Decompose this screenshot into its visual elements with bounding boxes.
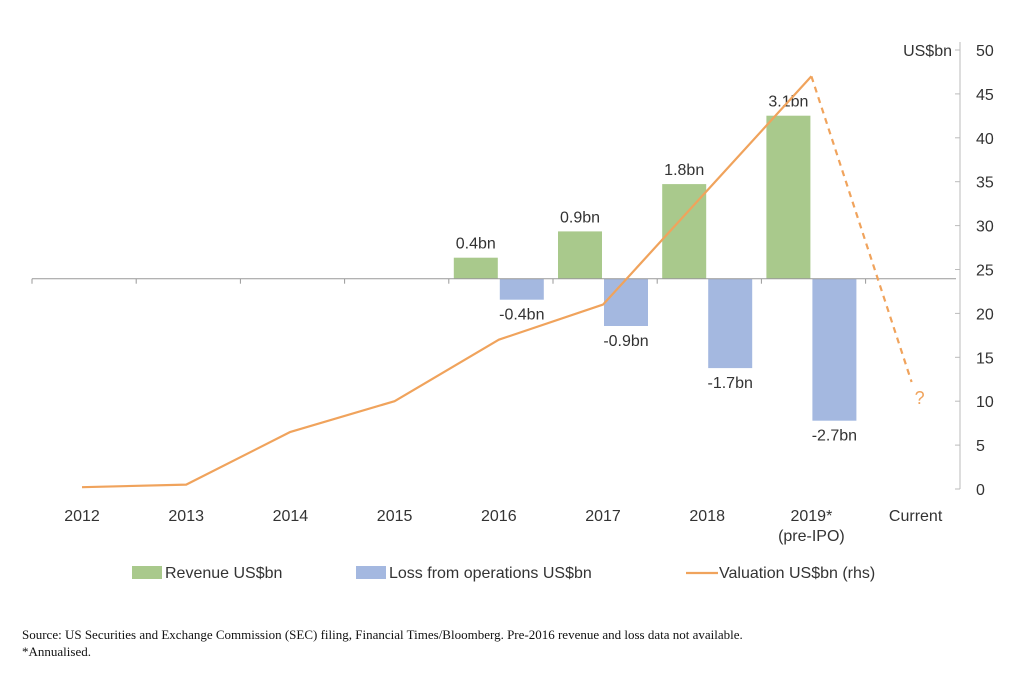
right-axis: 0 5 10 15 20 25 30 35 40 45 50 US$bn bbox=[903, 42, 994, 499]
loss-from-operations-us-bn-label-2016: -0.4bn bbox=[499, 307, 544, 324]
revenue-us-bn-bar-2017 bbox=[558, 231, 602, 279]
revenue-us-bn-bar-2019 bbox=[766, 115, 811, 279]
loss-from-operations-us-bn-bar-2018 bbox=[708, 278, 753, 369]
x-axis: 2012 2013 2014 2015 2016 2017 2018 2019* (pre-IP… bbox=[64, 508, 943, 545]
loss-from-operations-us-bn-label-2019: -2.7bn bbox=[812, 428, 857, 445]
revenue-us-bn-bar-2016 bbox=[453, 257, 498, 279]
valuation-question-mark: ? bbox=[915, 388, 925, 408]
x-tick-label-2013: 2013 bbox=[168, 508, 204, 525]
loss-from-operations-us-bn-bar-2016 bbox=[499, 278, 544, 300]
revenue-us-bn-label-2018: 1.8bn bbox=[664, 162, 704, 179]
x-tick-label-2017: 2017 bbox=[585, 508, 621, 525]
right-axis-title: US$bn bbox=[903, 43, 952, 60]
x-tick-label-2016: 2016 bbox=[481, 508, 517, 525]
loss-from-operations-us-bn-bar-2017 bbox=[604, 278, 648, 326]
valuation-line bbox=[81, 75, 813, 489]
legend-label-loss: Loss from operations US$bn bbox=[389, 565, 592, 582]
right-axis-tick-40: 40 bbox=[976, 131, 994, 148]
revenue-us-bn-label-2017: 0.9bn bbox=[560, 209, 600, 226]
right-axis-tick-50: 50 bbox=[976, 43, 994, 60]
legend-swatch-revenue bbox=[132, 566, 162, 579]
bar-labels-layer: 0.4bn0.9bn1.8bn3.1bn-0.4bn-0.9bn-1.7bn-2… bbox=[456, 94, 857, 445]
source-text: Source: US Securities and Exchange Commi… bbox=[22, 627, 743, 642]
legend-swatch-loss bbox=[356, 566, 386, 579]
x-tick-label-current: Current bbox=[889, 508, 943, 525]
loss-from-operations-us-bn-label-2017: -0.9bn bbox=[603, 333, 648, 350]
x-tick-label-2012: 2012 bbox=[64, 508, 100, 525]
legend-label-revenue: Revenue US$bn bbox=[165, 565, 282, 582]
right-axis-tick-20: 20 bbox=[976, 306, 994, 323]
x-tick-label-2019: 2019* bbox=[790, 508, 832, 525]
x-tick-label-2015: 2015 bbox=[377, 508, 413, 525]
right-axis-tick-0: 0 bbox=[976, 482, 985, 499]
loss-from-operations-us-bn-bar-2019 bbox=[812, 278, 857, 421]
chart: 0.4bn0.9bn1.8bn3.1bn-0.4bn-0.9bn-1.7bn-2… bbox=[31, 42, 994, 582]
right-axis-tick-15: 15 bbox=[976, 350, 994, 367]
valuation-dashed-segment bbox=[810, 75, 913, 383]
annualised-note: *Annualised. bbox=[22, 644, 91, 659]
right-axis-tick-5: 5 bbox=[976, 438, 985, 455]
right-axis-tick-45: 45 bbox=[976, 87, 994, 104]
bars-layer bbox=[453, 115, 857, 421]
revenue-us-bn-label-2016: 0.4bn bbox=[456, 236, 496, 253]
right-axis-tick-25: 25 bbox=[976, 263, 994, 280]
x-tick-sublabel-2019: (pre-IPO) bbox=[778, 528, 845, 545]
right-axis-tick-30: 30 bbox=[976, 219, 994, 236]
right-axis-tick-35: 35 bbox=[976, 175, 994, 192]
x-tick-label-2018: 2018 bbox=[689, 508, 725, 525]
valuation-line-layer: ? bbox=[81, 75, 925, 489]
legend: Revenue US$bn Loss from operations US$bn V… bbox=[132, 565, 875, 582]
x-tick-label-2014: 2014 bbox=[273, 508, 309, 525]
right-axis-tick-10: 10 bbox=[976, 394, 994, 411]
legend-label-valuation: Valuation US$bn (rhs) bbox=[719, 565, 875, 582]
loss-from-operations-us-bn-label-2018: -1.7bn bbox=[708, 375, 753, 392]
source-note: Source: US Securities and Exchange Commi… bbox=[22, 626, 1002, 660]
zero-baseline bbox=[31, 278, 956, 284]
